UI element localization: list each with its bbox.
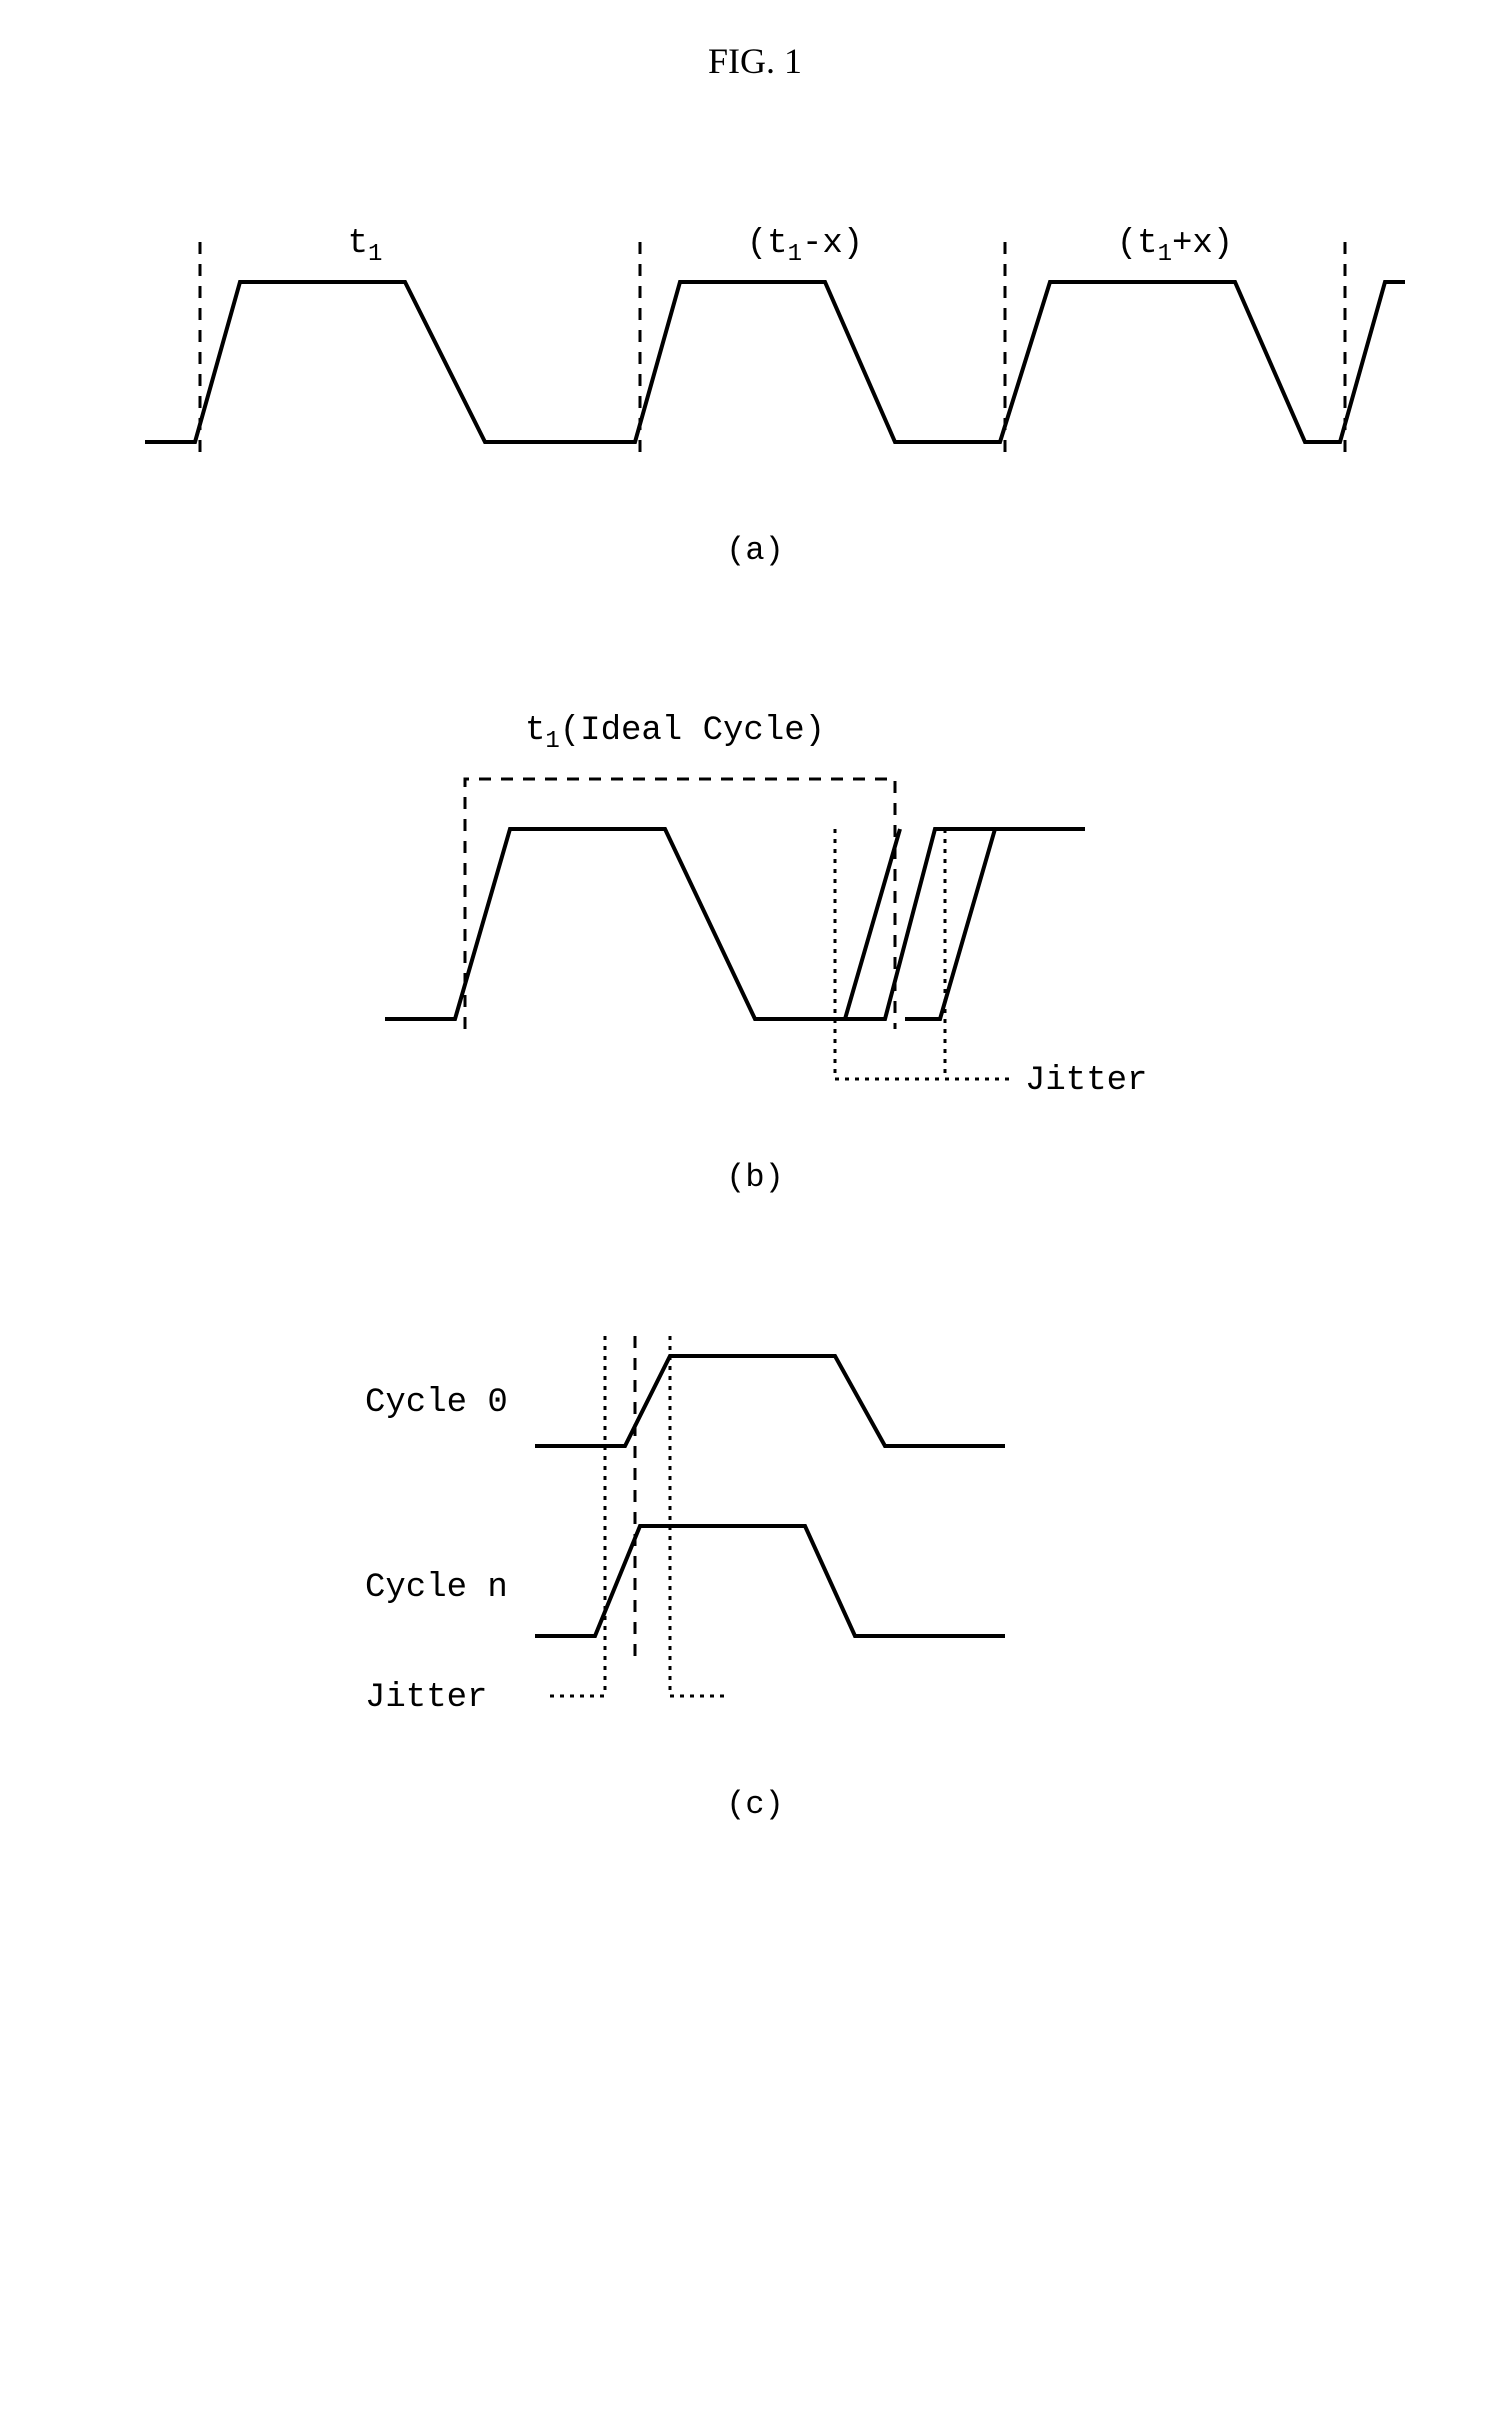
- panel-c-svg: Cycle 0 Cycle n Jitter: [305, 1296, 1205, 1756]
- cyclen-label: Cycle n: [365, 1569, 508, 1607]
- panel-b-svg: t1(Ideal Cycle) Jitter: [305, 669, 1205, 1129]
- cycle0-label: Cycle 0: [365, 1384, 508, 1422]
- waveform-b-alt2: [905, 829, 995, 1019]
- ideal-cycle-label: t1(Ideal Cycle): [525, 712, 825, 755]
- panel-a-label: (a): [40, 532, 1470, 569]
- panel-c: Cycle 0 Cycle n Jitter (c): [40, 1296, 1470, 1823]
- waveform-b-main: [385, 829, 1085, 1019]
- panel-a: t1 (t1-x) (t1+x) (a): [40, 162, 1470, 569]
- waveform-a: [145, 282, 1405, 442]
- period-label-2: (t1-x): [747, 225, 863, 268]
- panel-b: t1(Ideal Cycle) Jitter (b): [40, 669, 1470, 1196]
- waveform-b-alt1: [815, 829, 900, 1019]
- period-label-1: t1: [348, 225, 383, 268]
- figure-title: FIG. 1: [40, 40, 1470, 82]
- panel-b-label: (b): [40, 1159, 1470, 1196]
- jitter-label-c: Jitter: [365, 1679, 487, 1717]
- panel-c-label: (c): [40, 1786, 1470, 1823]
- period-label-3: (t1+x): [1117, 225, 1233, 268]
- ideal-cycle-bracket: [465, 779, 895, 1029]
- panel-a-svg: t1 (t1-x) (t1+x): [105, 162, 1405, 502]
- jitter-label-b: Jitter: [1025, 1062, 1147, 1100]
